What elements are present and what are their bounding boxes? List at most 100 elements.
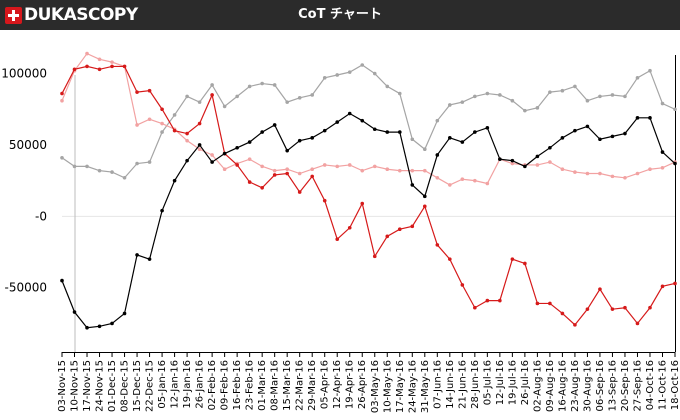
data-point — [448, 103, 452, 107]
data-point — [473, 305, 477, 310]
data-point — [347, 225, 352, 230]
x-tick-label: 14-Jun-16 — [445, 360, 456, 409]
data-point — [247, 157, 252, 162]
data-point — [623, 175, 627, 180]
data-point — [548, 90, 552, 94]
data-point — [322, 76, 327, 80]
data-point — [648, 116, 652, 120]
x-tick-label: 19-Jan-16 — [182, 360, 193, 409]
data-point — [247, 84, 252, 89]
data-point — [673, 161, 677, 166]
data-point — [498, 157, 502, 162]
data-point — [560, 136, 565, 140]
data-point — [560, 88, 565, 93]
data-point — [410, 224, 415, 229]
data-point — [172, 178, 177, 183]
data-point — [260, 164, 264, 169]
x-tick-label: 02-Feb-16 — [207, 360, 218, 410]
data-point — [372, 71, 377, 76]
data-point — [197, 100, 202, 104]
data-point — [397, 130, 402, 134]
data-point — [272, 83, 277, 87]
page-title: CoT チャート — [298, 7, 382, 22]
data-point — [197, 143, 202, 147]
data-point — [598, 137, 602, 142]
data-point — [197, 147, 202, 152]
data-point — [172, 113, 177, 117]
data-point — [535, 163, 540, 167]
data-point — [410, 183, 415, 187]
x-tick-label: 26-Jan-16 — [195, 360, 206, 409]
data-point — [485, 91, 490, 96]
data-point — [360, 168, 365, 173]
data-point — [60, 98, 64, 103]
x-tick-label: 07-Jun-16 — [432, 360, 443, 409]
data-point — [535, 301, 540, 306]
x-tick-label: 08-Dec-15 — [120, 360, 131, 412]
data-point — [322, 128, 327, 133]
data-point — [385, 84, 390, 89]
data-point — [160, 121, 164, 126]
data-point — [448, 183, 452, 187]
series-line — [61, 64, 676, 179]
x-tick-label: 23-Feb-16 — [245, 360, 256, 410]
data-point — [347, 111, 352, 116]
data-point — [210, 83, 214, 87]
data-point — [147, 117, 152, 122]
data-point — [72, 67, 77, 72]
data-point — [72, 310, 77, 314]
data-point — [573, 128, 577, 133]
data-point — [422, 194, 427, 199]
brand-logo[interactable]: DUKASCOPY — [5, 5, 138, 25]
data-point — [135, 161, 139, 166]
data-point — [510, 257, 515, 261]
x-tick-label: 02-Aug-16 — [532, 360, 543, 412]
x-tick-label: 29-Mar-16 — [307, 360, 318, 411]
data-point — [523, 164, 527, 169]
x-tick-label: 18-Oct-16 — [670, 360, 680, 410]
x-tick-label: 19-Jul-16 — [507, 360, 518, 405]
data-point — [448, 136, 452, 140]
data-point — [335, 164, 340, 169]
data-point — [372, 164, 377, 169]
data-point — [623, 94, 627, 99]
data-point — [97, 324, 102, 329]
data-point — [598, 94, 602, 99]
data-point — [297, 138, 302, 143]
data-point — [573, 323, 577, 327]
data-point — [110, 321, 114, 326]
data-point — [660, 101, 665, 106]
data-point — [460, 283, 465, 287]
data-point — [85, 51, 89, 56]
data-point — [460, 177, 465, 182]
data-point — [85, 325, 89, 330]
data-point — [85, 164, 89, 169]
data-point — [660, 284, 665, 289]
data-point — [160, 208, 164, 213]
data-point — [573, 170, 577, 174]
data-point — [335, 120, 340, 124]
data-point — [635, 171, 640, 176]
data-point — [573, 84, 577, 89]
data-point — [197, 121, 202, 126]
data-point — [485, 298, 490, 303]
data-point — [535, 154, 540, 159]
data-point — [185, 94, 189, 99]
data-point — [410, 137, 415, 142]
data-point — [435, 175, 440, 180]
x-tick-label: 09-Feb-16 — [220, 360, 231, 410]
x-tick-label: 04-Oct-16 — [645, 360, 656, 410]
data-point — [335, 237, 340, 241]
data-point — [397, 227, 402, 231]
data-point — [360, 118, 365, 123]
data-point — [460, 100, 465, 104]
series-line — [61, 112, 676, 329]
data-point — [523, 108, 527, 113]
data-point — [122, 175, 127, 180]
data-point — [297, 190, 302, 194]
data-point — [247, 180, 252, 184]
data-point — [648, 305, 652, 310]
data-point — [560, 311, 565, 316]
x-tick-label: 30-Aug-16 — [582, 360, 593, 412]
data-point — [422, 168, 427, 173]
